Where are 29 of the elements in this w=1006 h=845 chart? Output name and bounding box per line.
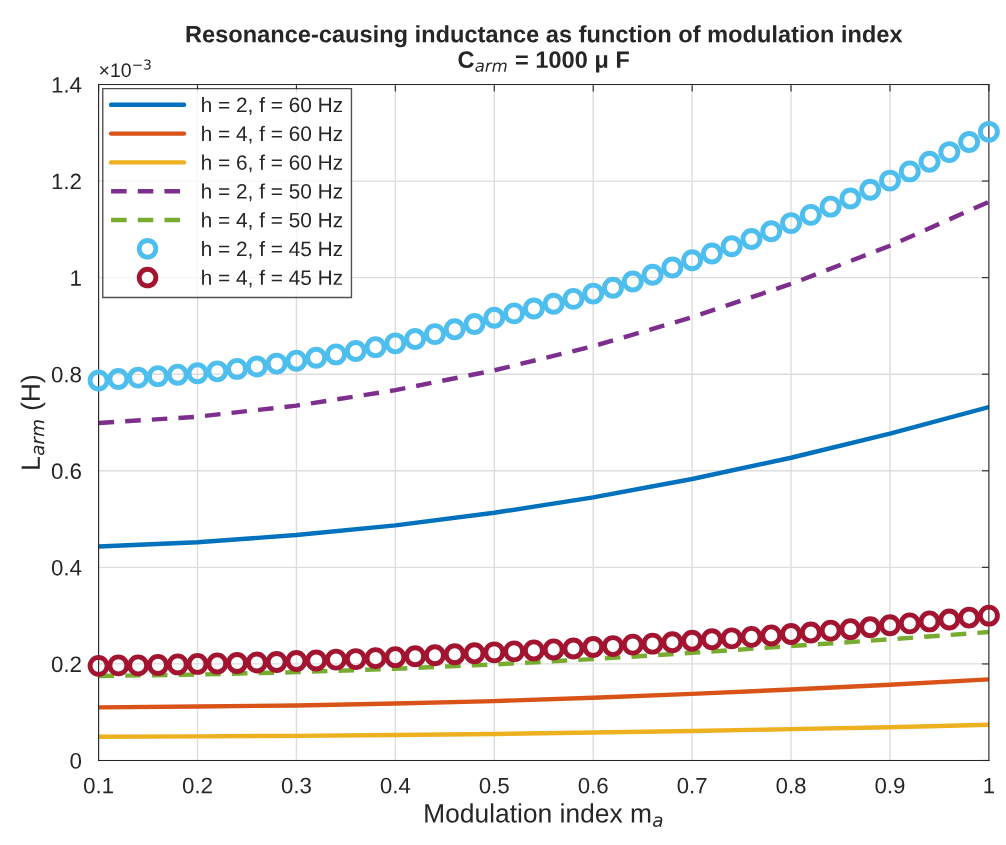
text: ×10$^{−3}$ xyxy=(99,59,151,78)
y-tick-label: 0.4 xyxy=(51,559,82,576)
x-tick-label: 0.2 xyxy=(182,777,212,794)
x-tick-label: 0.8 xyxy=(776,777,806,794)
x-tick-label: 0.5 xyxy=(479,777,509,794)
legend-label: h = 2, f = 45 Hz xyxy=(202,240,343,259)
x-axis-title: Modulation index m$_{a}$ xyxy=(425,803,663,828)
legend-label: h = 2, f = 50 Hz xyxy=(202,183,343,202)
chart-title: Resonance-causing inductance as function of modulation index C$_{arm}$ = 1000 μ F xyxy=(186,25,903,73)
x-tick-label: 1 xyxy=(984,777,994,794)
y-tick-label: 1.2 xyxy=(52,173,81,190)
x-tick-label: 0.7 xyxy=(677,777,707,794)
x-tick-label: 0.9 xyxy=(875,777,905,794)
x-tick-label: 0.6 xyxy=(578,777,608,794)
legend-label: h = 4, f = 60 Hz xyxy=(202,125,343,144)
y-axis-title: L$_{arm}$ (H) xyxy=(20,375,46,469)
legend-label: h = 4, f = 50 Hz xyxy=(202,212,343,230)
x-tick-label: 0.3 xyxy=(281,777,311,794)
legend-label: h = 4, f = 45 Hz xyxy=(202,269,343,288)
y-tick-label: 1 xyxy=(71,270,81,286)
x-tick-label: 0.4 xyxy=(380,777,411,794)
y-tick-label: 0.2 xyxy=(51,656,81,673)
y-tick-label: 0.6 xyxy=(51,463,81,480)
y-tick-label: 0 xyxy=(70,753,82,769)
y-tick-label: 1.4 xyxy=(52,77,82,93)
legend-label: h = 6, f = 60 Hz xyxy=(202,154,343,173)
legend-label: h = 2, f = 60 Hz xyxy=(202,97,343,115)
y-tick-label: 0.8 xyxy=(51,366,81,383)
x-tick-label: 0.1 xyxy=(84,777,113,794)
